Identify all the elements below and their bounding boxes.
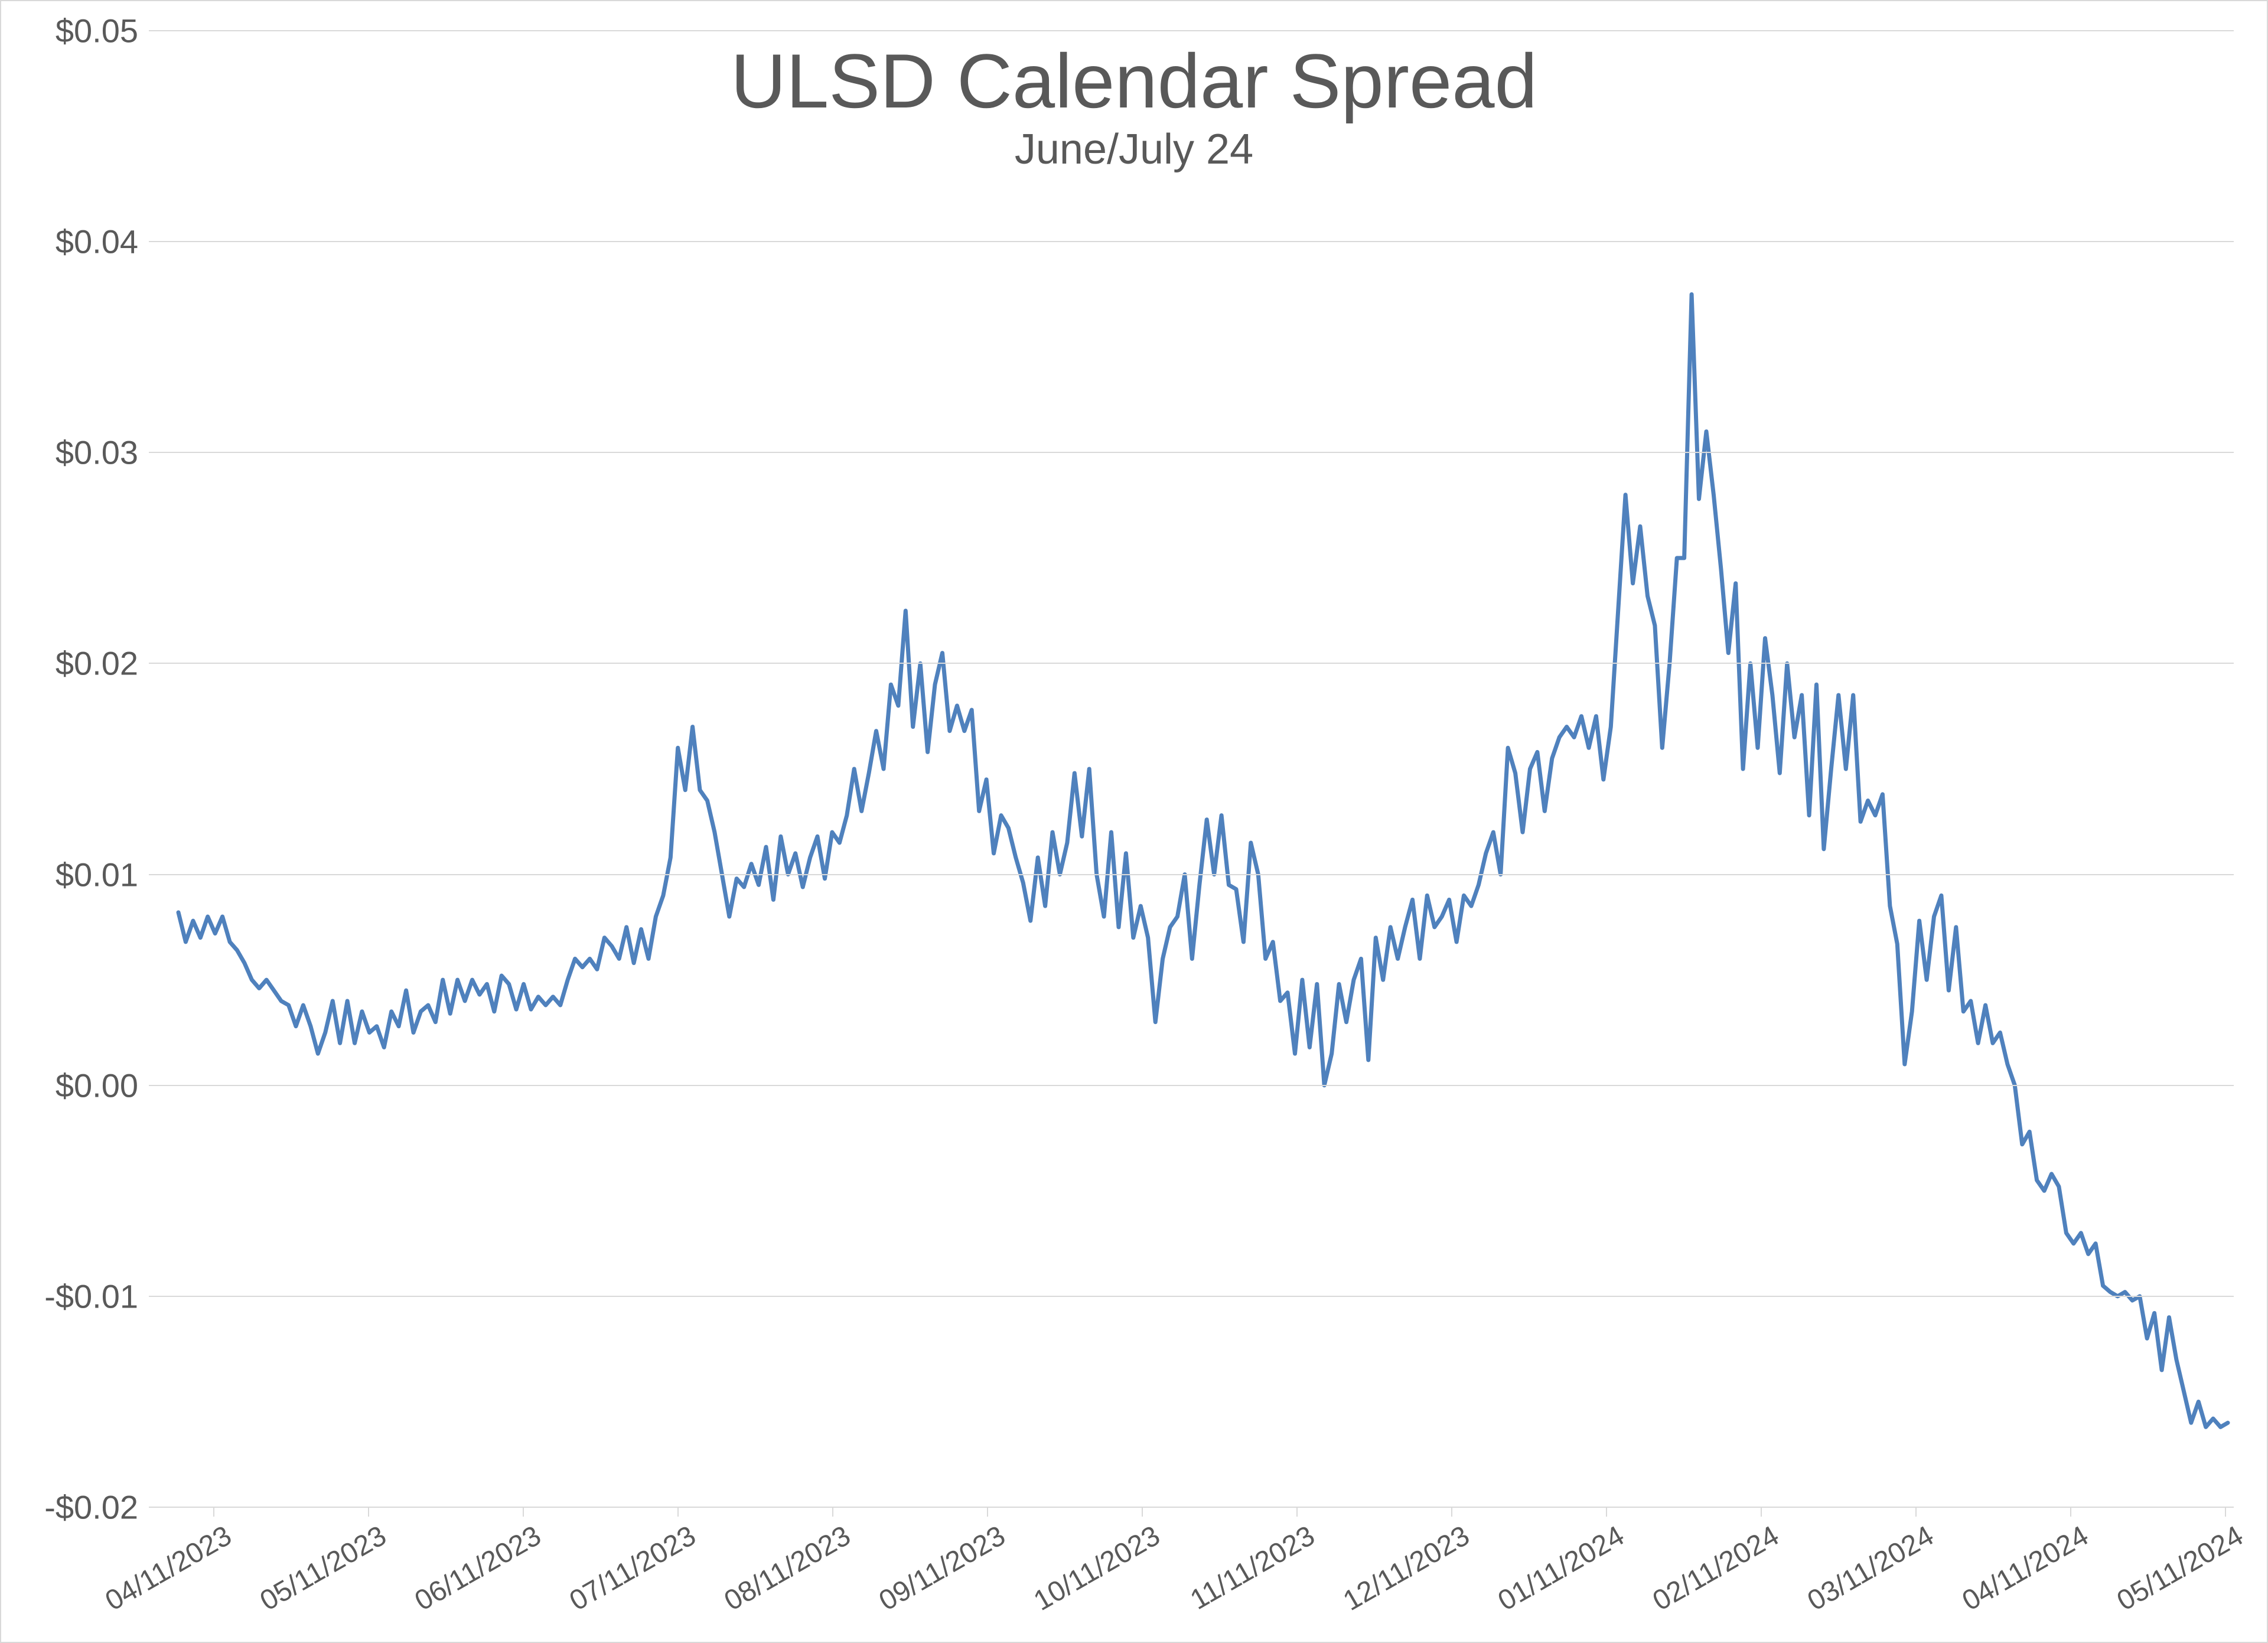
y-axis-label: $0.02 — [56, 644, 149, 683]
y-axis-label: $0.00 — [56, 1066, 149, 1104]
y-axis-label: $0.03 — [56, 433, 149, 472]
gridline — [149, 452, 2234, 453]
x-axis-label: 05/11/2024 — [2072, 1507, 2249, 1636]
spread-line — [178, 294, 2228, 1427]
x-axis-label: 08/11/2023 — [679, 1507, 856, 1636]
y-axis-label: -$0.01 — [44, 1277, 149, 1315]
x-axis-label: 04/11/2024 — [1917, 1507, 2094, 1636]
gridline — [149, 30, 2234, 31]
gridline — [149, 1296, 2234, 1297]
gridline — [149, 663, 2234, 664]
x-axis-label: 07/11/2023 — [524, 1507, 701, 1636]
x-axis-label: 04/11/2023 — [60, 1507, 237, 1636]
x-axis-label: 06/11/2023 — [370, 1507, 546, 1636]
x-axis-label: 03/11/2024 — [1762, 1507, 1939, 1636]
gridline — [149, 874, 2234, 875]
x-axis-label: 02/11/2024 — [1608, 1507, 1784, 1636]
y-axis-label: $0.01 — [56, 855, 149, 894]
chart-container: ULSD Calendar Spread June/July 24 $0.05$… — [0, 0, 2268, 1643]
y-axis-label: -$0.02 — [44, 1488, 149, 1527]
x-axis-label: 12/11/2023 — [1298, 1507, 1475, 1636]
gridline — [149, 1507, 2234, 1508]
x-axis-label: 10/11/2023 — [989, 1507, 1165, 1636]
plot-area: $0.05$0.04$0.03$0.02$0.01$0.00-$0.01-$0.… — [149, 31, 2234, 1507]
x-axis-label: 01/11/2024 — [1453, 1507, 1630, 1636]
x-axis-label: 05/11/2023 — [215, 1507, 392, 1636]
y-axis-label: $0.05 — [56, 12, 149, 50]
gridline — [149, 1085, 2234, 1086]
gridline — [149, 241, 2234, 242]
line-series — [149, 31, 2234, 1507]
x-axis-label: 09/11/2023 — [834, 1507, 1011, 1636]
y-axis-label: $0.04 — [56, 223, 149, 261]
x-axis-label: 11/11/2023 — [1143, 1507, 1320, 1636]
